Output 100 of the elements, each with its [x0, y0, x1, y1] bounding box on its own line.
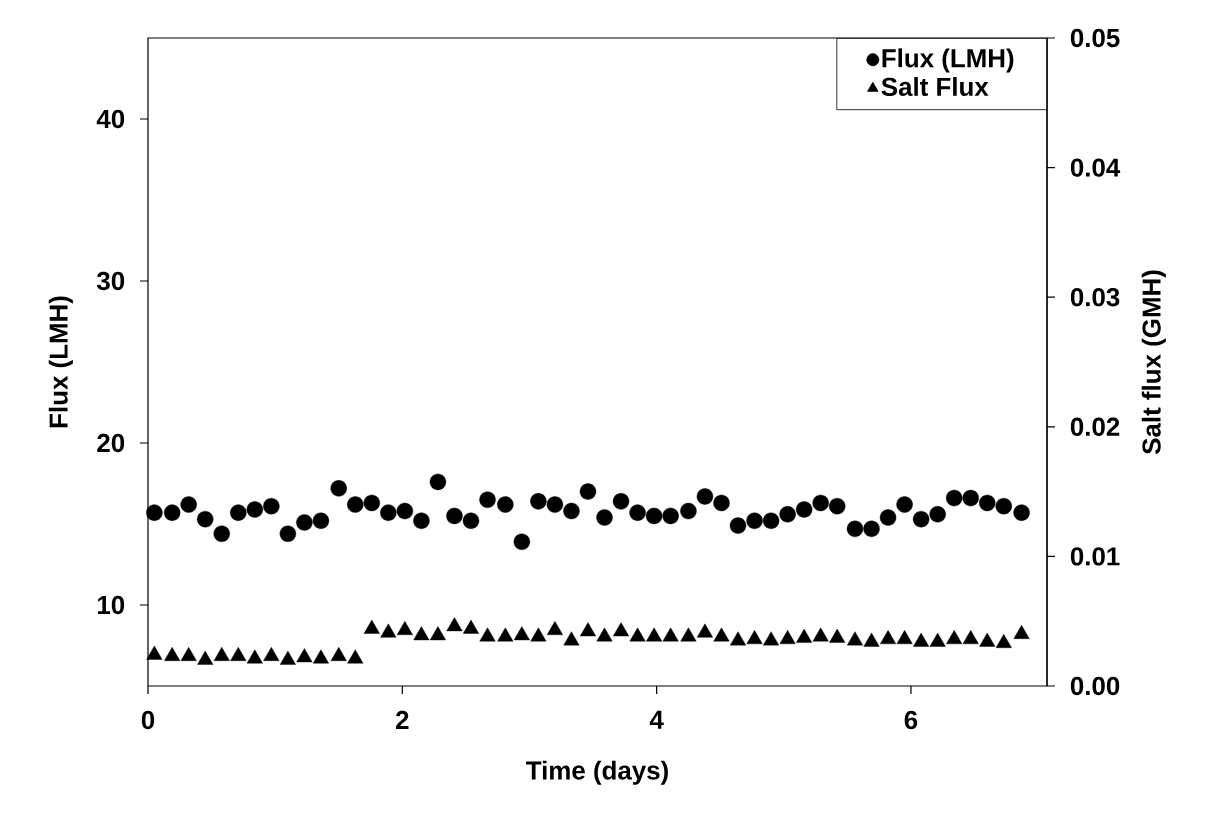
point	[546, 621, 563, 635]
point	[612, 493, 630, 510]
point	[330, 646, 347, 661]
point	[962, 630, 979, 645]
x-tick-label: 0	[141, 710, 155, 730]
point	[645, 507, 663, 525]
point	[913, 632, 930, 647]
point	[995, 634, 1012, 648]
point	[363, 619, 380, 634]
x-tick-label: 4	[649, 710, 664, 729]
point	[497, 627, 514, 642]
point	[662, 507, 679, 525]
point	[446, 507, 463, 525]
point	[563, 631, 580, 646]
point	[530, 493, 547, 510]
point	[629, 627, 646, 642]
point	[912, 510, 930, 528]
point	[180, 496, 197, 513]
point	[530, 627, 547, 642]
y2-tick-label: 0.00	[1070, 676, 1120, 696]
point	[946, 630, 963, 645]
point	[546, 496, 564, 513]
point	[995, 497, 1012, 515]
point	[347, 496, 364, 513]
point	[613, 622, 630, 637]
y2-tick-label: 0.01	[1070, 547, 1120, 566]
point	[1013, 624, 1030, 639]
point	[979, 494, 996, 512]
point	[263, 646, 280, 661]
y2-tick-label: 0.03	[1070, 288, 1120, 307]
point	[413, 512, 430, 529]
y-tick-label: 30	[96, 271, 125, 291]
point	[863, 632, 880, 647]
point	[763, 631, 780, 646]
point	[146, 504, 163, 521]
point	[829, 497, 846, 515]
point	[746, 630, 763, 645]
point	[847, 631, 863, 646]
point	[180, 646, 197, 661]
x-tick-label: 2	[396, 710, 409, 729]
point	[230, 504, 247, 521]
point	[513, 533, 531, 551]
point	[829, 628, 846, 643]
point	[662, 627, 679, 642]
point	[579, 483, 597, 500]
legend-label: Flux (LMH)	[882, 48, 1014, 73]
point	[380, 623, 397, 638]
legend-label: Salt Flux	[881, 77, 989, 97]
point	[330, 480, 347, 497]
point	[312, 512, 330, 529]
point	[462, 512, 480, 529]
point	[213, 646, 230, 661]
point	[246, 649, 263, 664]
point	[713, 494, 730, 512]
point	[795, 501, 813, 518]
point	[729, 517, 747, 534]
y2-axis-title: Salt flux (GMH)	[1141, 270, 1166, 455]
point	[479, 491, 496, 508]
y-tick-label: 20	[97, 433, 125, 453]
point	[462, 619, 479, 634]
point	[396, 502, 414, 520]
point	[429, 473, 447, 491]
point	[413, 626, 430, 641]
y-tick-label: 40	[96, 109, 125, 129]
point	[863, 520, 880, 538]
point	[680, 502, 697, 520]
point	[246, 501, 264, 518]
point	[746, 512, 763, 529]
point	[230, 646, 247, 661]
point	[279, 650, 296, 665]
point	[880, 630, 897, 645]
point	[713, 627, 730, 642]
point	[197, 510, 214, 528]
x-tick-label: 6	[904, 710, 918, 730]
point	[812, 627, 829, 642]
point	[380, 504, 397, 521]
point	[779, 630, 796, 645]
point	[213, 525, 230, 542]
point	[929, 506, 946, 523]
point	[779, 506, 796, 523]
point	[347, 649, 364, 664]
point	[279, 525, 297, 542]
point	[1013, 504, 1030, 521]
y2-tick-label: 0.04	[1070, 158, 1121, 177]
point	[296, 514, 313, 531]
point	[429, 626, 446, 641]
point	[396, 621, 413, 635]
point	[479, 627, 496, 642]
point	[929, 632, 946, 647]
point	[896, 496, 913, 513]
point	[945, 489, 963, 507]
point	[629, 504, 646, 521]
y2-tick-label: 0.02	[1070, 417, 1120, 436]
point	[962, 489, 979, 507]
y2-tick-label: 0.05	[1070, 28, 1120, 48]
point	[646, 627, 663, 642]
point	[796, 628, 813, 643]
point	[680, 627, 697, 642]
point	[596, 509, 613, 526]
point	[696, 488, 714, 505]
